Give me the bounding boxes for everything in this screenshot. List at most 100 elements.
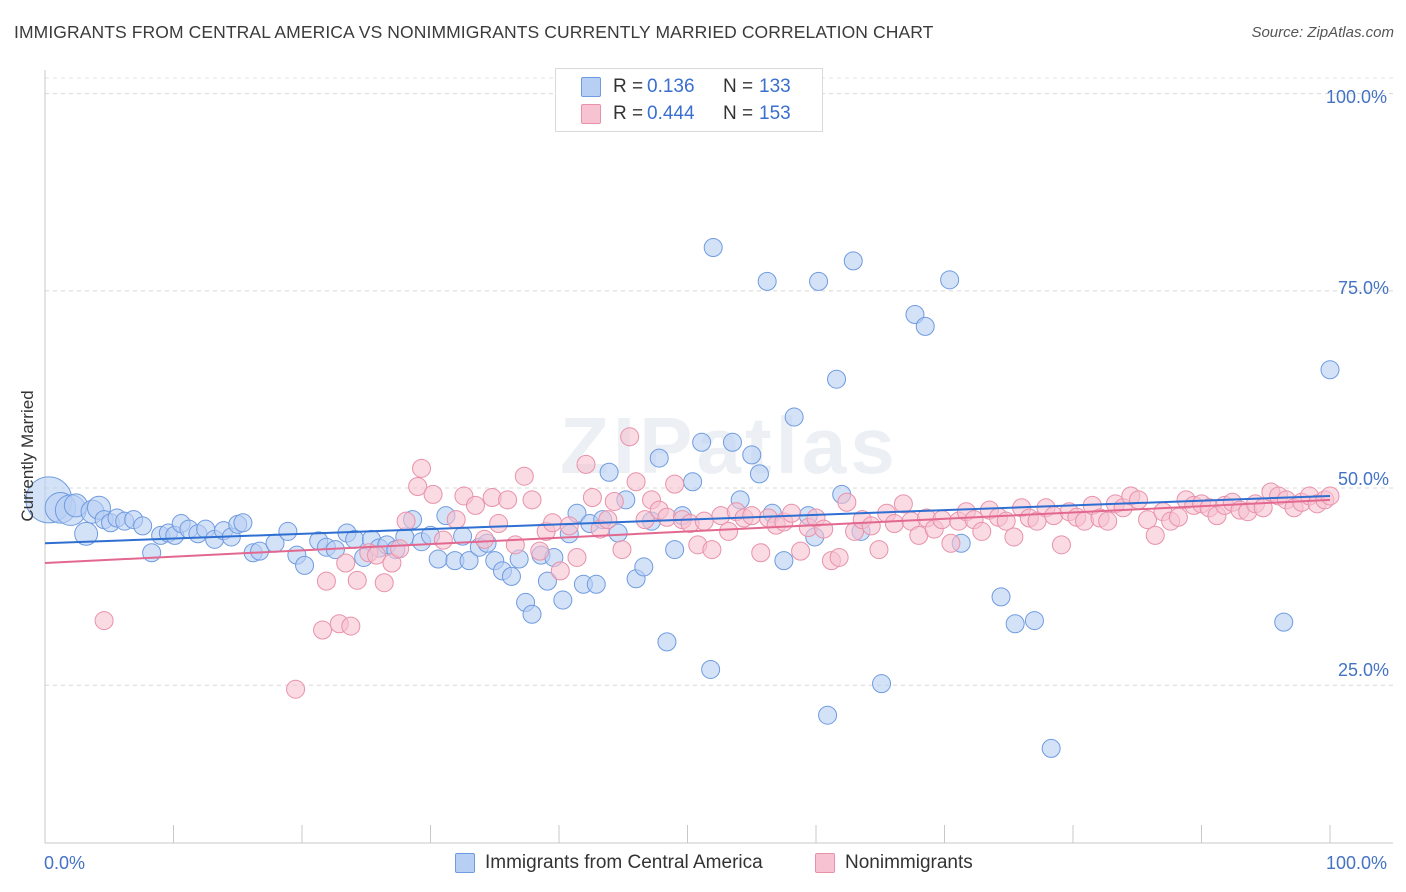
legend-row-nonimmigrants: R = 0.444 N = 153	[581, 103, 791, 125]
data-point-nonimmigrants	[286, 679, 306, 699]
data-point-immigrants	[1005, 614, 1025, 634]
data-point-nonimmigrants	[446, 510, 466, 530]
data-point-nonimmigrants	[635, 510, 655, 530]
data-point-nonimmigrants	[626, 472, 646, 492]
data-point-immigrants	[501, 566, 521, 586]
data-point-nonimmigrants	[612, 540, 632, 560]
data-point-nonimmigrants	[582, 488, 602, 508]
data-point-nonimmigrants	[1051, 535, 1071, 555]
data-point-nonimmigrants	[567, 547, 587, 567]
data-point-nonimmigrants	[408, 476, 428, 496]
legend-n-label: N =	[723, 103, 754, 124]
data-point-nonimmigrants	[347, 570, 367, 590]
data-point-nonimmigrants	[893, 494, 913, 514]
chart-title: IMMIGRANTS FROM CENTRAL AMERICA VS NONIM…	[14, 22, 934, 42]
data-point-nonimmigrants	[423, 484, 443, 504]
data-point-nonimmigrants	[941, 533, 961, 553]
data-point-nonimmigrants	[782, 503, 802, 523]
data-point-nonimmigrants	[742, 506, 762, 526]
data-point-immigrants	[295, 555, 315, 575]
y-tick-label-50: 50.0%	[1338, 469, 1390, 489]
legend-n-label: N =	[723, 76, 754, 97]
data-point-immigrants	[722, 432, 742, 452]
series-swatch-blue	[455, 853, 475, 873]
data-point-immigrants	[703, 237, 723, 257]
data-point-immigrants	[872, 674, 892, 694]
legend-r-label: R =	[613, 76, 644, 97]
data-point-immigrants	[537, 571, 557, 591]
data-point-nonimmigrants	[433, 530, 453, 550]
data-point-immigrants	[843, 251, 863, 271]
data-point-immigrants	[818, 705, 838, 725]
data-point-immigrants	[827, 369, 847, 389]
data-point-nonimmigrants	[498, 490, 518, 510]
data-point-immigrants	[599, 462, 619, 482]
data-point-immigrants	[940, 270, 960, 290]
data-point-nonimmigrants	[1253, 498, 1273, 518]
series-name-immigrants: Immigrants from Central America	[485, 852, 763, 873]
trend-line-immigrants	[44, 494, 1331, 545]
data-point-nonimmigrants	[412, 458, 432, 478]
data-point-nonimmigrants	[313, 620, 333, 640]
y-axis-label: Currently Married	[18, 390, 37, 522]
data-point-nonimmigrants	[791, 541, 811, 561]
data-point-immigrants	[1024, 611, 1044, 631]
source-label: Source: ZipAtlas.com	[1251, 24, 1394, 41]
data-point-nonimmigrants	[1098, 511, 1118, 531]
data-point-nonimmigrants	[530, 541, 550, 561]
x-tick-label-0: 0.0%	[44, 853, 86, 873]
data-point-nonimmigrants	[665, 474, 685, 494]
data-point-nonimmigrants	[1145, 525, 1165, 545]
correlation-legend: R = 0.136 N = 133 R = 0.444 N = 153	[555, 68, 823, 132]
data-point-nonimmigrants	[719, 521, 739, 541]
data-point-immigrants	[133, 516, 153, 536]
data-point-immigrants	[634, 557, 654, 577]
data-point-immigrants	[1320, 360, 1340, 380]
data-point-immigrants	[683, 472, 703, 492]
data-point-nonimmigrants	[316, 571, 336, 591]
data-point-immigrants	[649, 448, 669, 468]
data-point-nonimmigrants	[694, 511, 714, 531]
data-point-nonimmigrants	[576, 454, 596, 474]
legend-r-value: 0.444	[647, 103, 695, 124]
data-point-immigrants	[692, 432, 712, 452]
data-point-nonimmigrants	[1075, 511, 1095, 531]
data-point-nonimmigrants	[972, 521, 992, 541]
data-point-nonimmigrants	[751, 543, 771, 563]
data-point-nonimmigrants	[550, 561, 570, 581]
legend-r-value: 0.136	[647, 76, 695, 97]
data-point-nonimmigrants	[505, 535, 525, 555]
data-point-nonimmigrants	[341, 616, 361, 636]
data-point-nonimmigrants	[374, 573, 394, 593]
data-point-immigrants	[233, 513, 253, 533]
series-legend-nonimmigrants: Nonimmigrants	[815, 852, 973, 874]
data-point-nonimmigrants	[336, 553, 356, 573]
series-name-nonimmigrants: Nonimmigrants	[845, 852, 973, 873]
data-point-immigrants	[74, 521, 99, 546]
data-point-nonimmigrants	[861, 516, 881, 536]
trend-line-nonimmigrants	[44, 498, 1331, 564]
series-swatch-pink	[815, 853, 835, 873]
legend-row-immigrants: R = 0.136 N = 133	[581, 76, 791, 98]
data-point-nonimmigrants	[1004, 527, 1024, 547]
data-point-nonimmigrants	[829, 547, 849, 567]
data-point-immigrants	[991, 587, 1011, 607]
y-tick-label-75: 75.0%	[1338, 278, 1390, 298]
data-point-immigrants	[665, 540, 685, 560]
data-point-immigrants	[1274, 612, 1294, 632]
data-point-immigrants	[742, 445, 762, 465]
data-point-nonimmigrants	[869, 540, 889, 560]
data-point-immigrants	[757, 271, 777, 291]
data-point-nonimmigrants	[522, 490, 542, 510]
data-point-immigrants	[809, 271, 829, 291]
data-point-immigrants	[774, 551, 794, 571]
data-point-immigrants	[428, 549, 448, 569]
data-point-immigrants	[1041, 738, 1061, 758]
data-point-nonimmigrants	[514, 466, 534, 486]
data-point-immigrants	[459, 551, 479, 571]
data-point-nonimmigrants	[884, 514, 904, 534]
data-point-nonimmigrants	[390, 539, 410, 559]
data-point-nonimmigrants	[702, 540, 722, 560]
legend-n-value: 153	[759, 103, 791, 124]
y-tick-label-100: 100.0%	[1326, 87, 1388, 107]
